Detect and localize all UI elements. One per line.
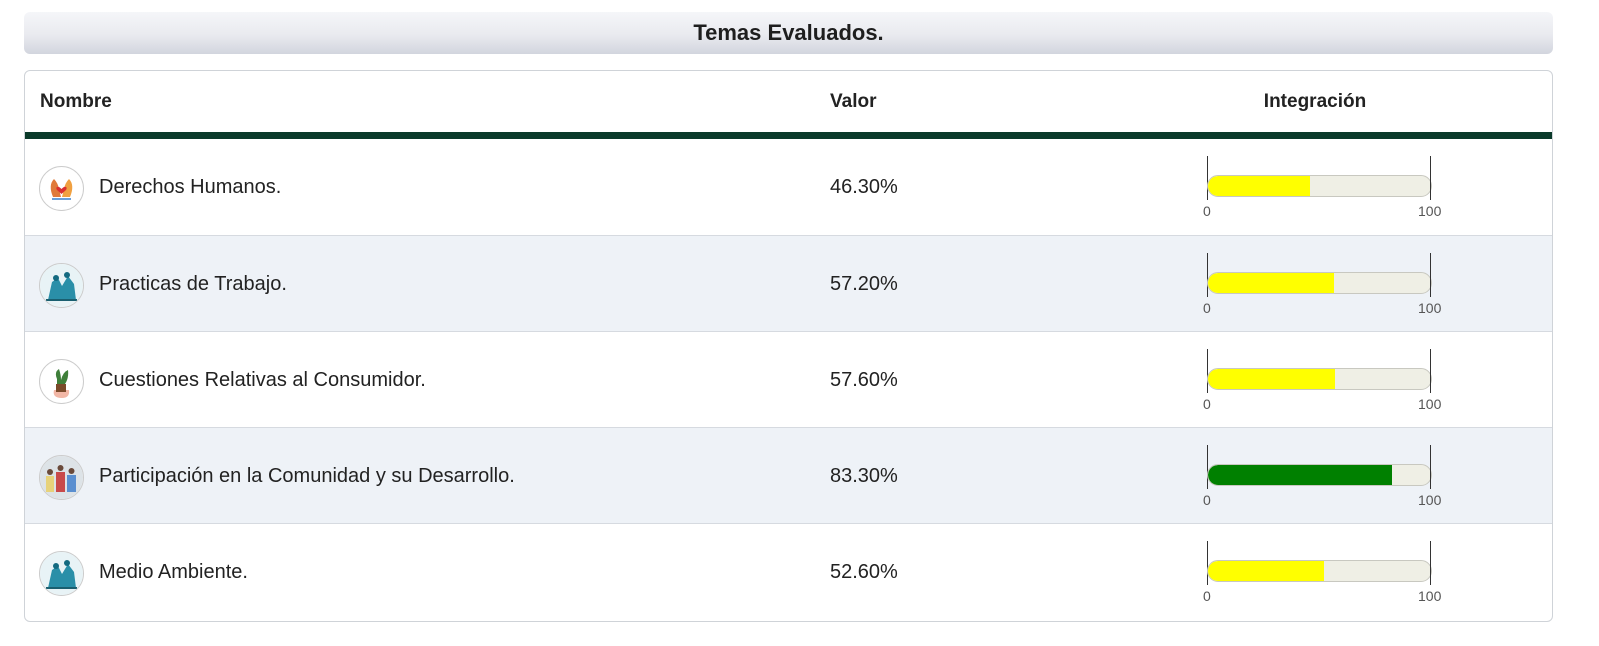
gauge-scale-max: 100 [1418, 588, 1442, 604]
gauge-scale-max: 100 [1418, 203, 1442, 219]
gauge-tick-max [1430, 445, 1431, 489]
gauge-fill [1208, 561, 1324, 581]
gauge-scale-max: 100 [1418, 396, 1442, 412]
topic-value: 52.60% [830, 561, 898, 583]
column-header-integracion[interactable]: Integración [1263, 91, 1367, 112]
topic-name: Practicas de Trabajo. [99, 273, 287, 295]
gauge-track [1207, 464, 1432, 486]
workers-icon [39, 263, 84, 308]
integration-gauge: 0 100 [1203, 541, 1445, 604]
topics-table: Nombre Valor Integración Derechos Humano… [24, 70, 1553, 622]
panel-title: Temas Evaluados. [24, 12, 1553, 54]
topic-name: Derechos Humanos. [99, 176, 282, 198]
gauge-fill [1208, 369, 1335, 389]
gauge-fill [1208, 273, 1334, 293]
gauge-tick-max [1430, 349, 1431, 393]
gauge-tick-max [1430, 253, 1431, 297]
table-row: Medio Ambiente. 52.60% 0 100 [25, 523, 1552, 620]
gauge-scale-min: 0 [1203, 396, 1211, 412]
topic-name: Medio Ambiente. [99, 561, 248, 583]
community-icon [39, 455, 84, 500]
topic-name: Participación en la Comunidad y su Desar… [99, 465, 515, 487]
panel-title-text: Temas Evaluados. [693, 20, 884, 45]
topic-value: 57.20% [830, 273, 898, 295]
gauge-track [1207, 175, 1432, 197]
gauge-scale-min: 0 [1203, 203, 1211, 219]
plant-hand-icon [39, 359, 84, 404]
integration-gauge: 0 100 [1203, 253, 1445, 316]
gauge-tick-min [1207, 156, 1208, 200]
gauge-scale-min: 0 [1203, 588, 1211, 604]
column-header-nombre[interactable]: Nombre [40, 91, 112, 112]
table-row: Practicas de Trabajo. 57.20% 0 100 [25, 235, 1552, 332]
gauge-tick-min [1207, 445, 1208, 489]
integration-gauge: 0 100 [1203, 349, 1445, 412]
gauge-scale-min: 0 [1203, 492, 1211, 508]
gauge-tick-max [1430, 156, 1431, 200]
gauge-track [1207, 560, 1432, 582]
table-row: Participación en la Comunidad y su Desar… [25, 427, 1552, 524]
gauge-tick-max [1430, 541, 1431, 585]
column-header-valor[interactable]: Valor [830, 91, 877, 112]
topic-value: 57.60% [830, 369, 898, 391]
integration-gauge: 0 100 [1203, 156, 1445, 219]
gauge-scale-max: 100 [1418, 300, 1442, 316]
gauge-tick-min [1207, 253, 1208, 297]
gauge-fill [1208, 176, 1310, 196]
gauge-fill [1208, 465, 1392, 485]
workers-icon [39, 551, 84, 596]
gauge-tick-min [1207, 541, 1208, 585]
topic-value: 83.30% [830, 465, 898, 487]
gauge-scale-max: 100 [1418, 492, 1442, 508]
gauge-scale-min: 0 [1203, 300, 1211, 316]
topic-name: Cuestiones Relativas al Consumidor. [99, 369, 426, 391]
gauge-track [1207, 272, 1432, 294]
gauge-tick-min [1207, 349, 1208, 393]
integration-gauge: 0 100 [1203, 445, 1445, 508]
table-row: Derechos Humanos. 46.30% 0 100 [25, 139, 1552, 235]
table-row: Cuestiones Relativas al Consumidor. 57.60… [25, 331, 1552, 428]
table-header: Nombre Valor Integración [25, 71, 1552, 139]
gauge-track [1207, 368, 1432, 390]
hands-heart-icon [39, 166, 84, 211]
topic-value: 46.30% [830, 176, 898, 198]
